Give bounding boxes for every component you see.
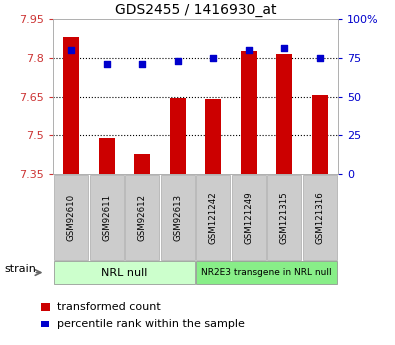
Bar	[241, 51, 257, 174]
Point	[68, 47, 74, 53]
Bar	[276, 54, 292, 174]
Text: GSM92610: GSM92610	[67, 194, 75, 241]
Bar	[99, 138, 115, 174]
Text: GSM121315: GSM121315	[280, 191, 289, 244]
Bar	[63, 37, 79, 174]
Point	[103, 61, 110, 67]
Text: GSM92611: GSM92611	[102, 194, 111, 241]
Text: GSM121316: GSM121316	[316, 191, 324, 244]
Point	[175, 58, 181, 64]
Text: transformed count: transformed count	[57, 302, 161, 312]
Point	[281, 46, 288, 51]
Bar	[134, 154, 150, 174]
Point	[317, 55, 323, 61]
Text: GSM92612: GSM92612	[138, 194, 147, 241]
Point	[246, 47, 252, 53]
Title: GDS2455 / 1416930_at: GDS2455 / 1416930_at	[115, 2, 276, 17]
Bar	[170, 98, 186, 174]
Bar	[205, 99, 221, 174]
Text: NRL null: NRL null	[101, 268, 148, 277]
Text: strain: strain	[4, 264, 36, 274]
Point	[139, 61, 145, 67]
Text: GSM121249: GSM121249	[245, 191, 253, 244]
Point	[210, 55, 216, 61]
Text: GSM92613: GSM92613	[173, 194, 182, 241]
Text: percentile rank within the sample: percentile rank within the sample	[57, 319, 245, 329]
Text: NR2E3 transgene in NRL null: NR2E3 transgene in NRL null	[201, 268, 332, 277]
Text: GSM121242: GSM121242	[209, 191, 218, 244]
Bar	[312, 95, 328, 174]
